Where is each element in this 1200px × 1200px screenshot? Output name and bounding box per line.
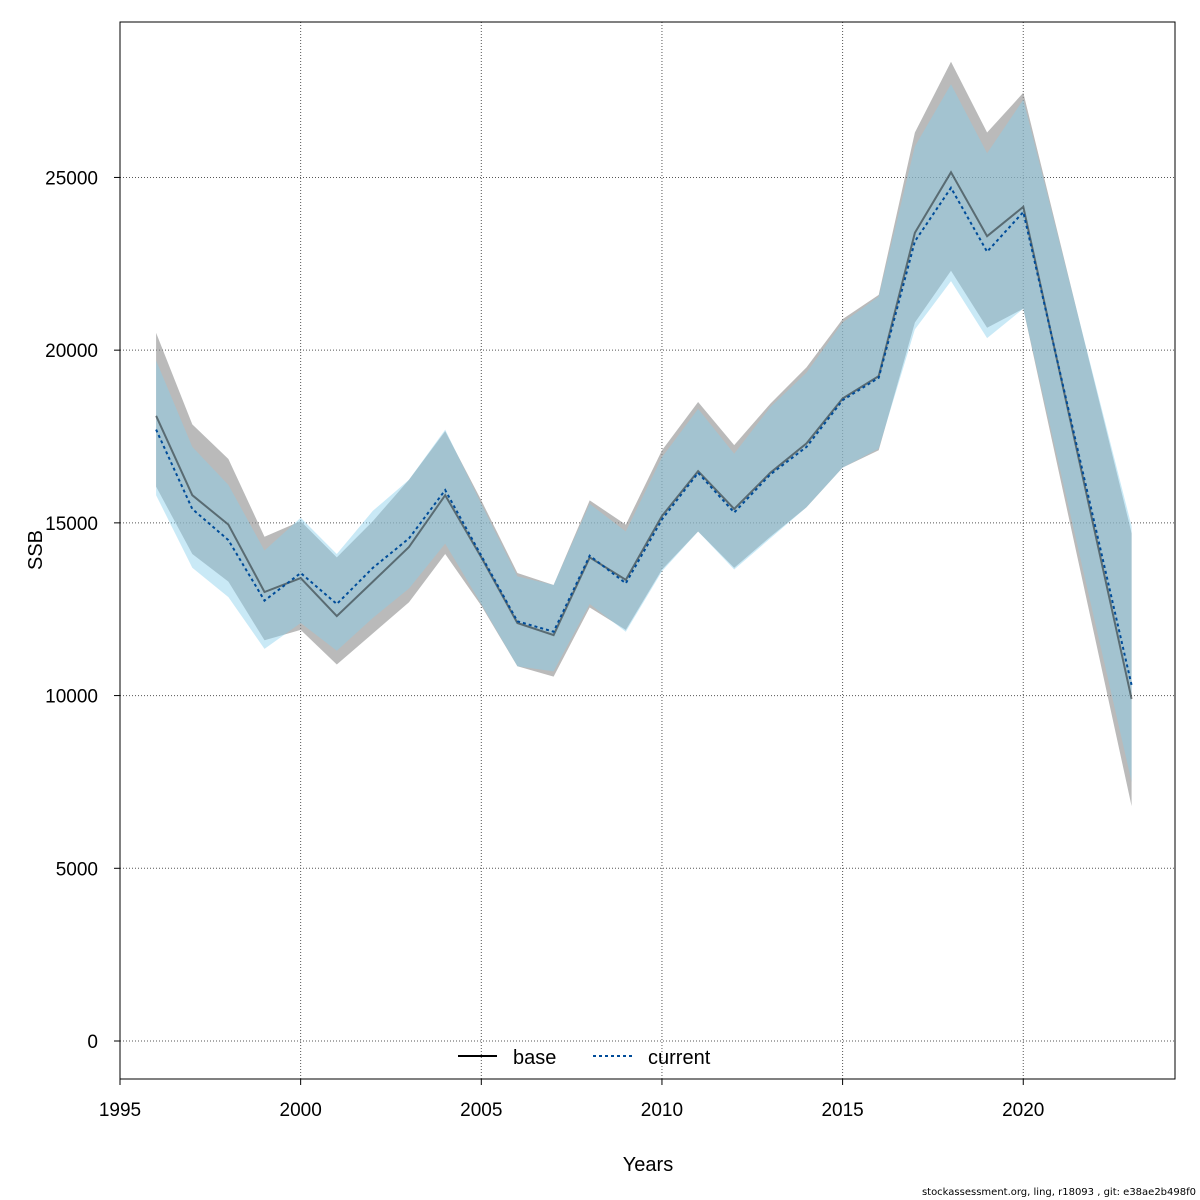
legend-label-base: base	[513, 1047, 556, 1069]
x-tick-label-2000: 2000	[280, 1100, 322, 1121]
y-axis: 0 5000 10000 15000 20000 25000	[45, 168, 120, 1053]
x-tick-label-2005: 2005	[460, 1100, 502, 1121]
plot-frame	[119, 21, 1176, 1080]
y-tick-label-20000: 20000	[45, 341, 98, 362]
y-tick-label-15000: 15000	[45, 514, 98, 535]
x-axis: 1995 2000 2005 2010 2015 2020	[99, 1079, 1044, 1121]
y-tick-label-0: 0	[87, 1032, 98, 1053]
legend-label-current: current	[648, 1047, 711, 1069]
y-tick-label-25000: 25000	[45, 168, 98, 189]
y-axis-title: SSB	[25, 530, 47, 570]
y-tick-label-10000: 10000	[45, 687, 98, 708]
series-lines	[155, 170, 1133, 700]
x-axis-title: Years	[623, 1154, 673, 1176]
series-line-current	[155, 185, 1133, 686]
x-tick-label-2020: 2020	[1002, 1100, 1044, 1121]
x-tick-label-2015: 2015	[821, 1100, 863, 1121]
band-current	[156, 84, 1132, 782]
x-tick-label-2010: 2010	[641, 1100, 683, 1121]
x-tick-label-1995: 1995	[99, 1100, 141, 1121]
footer-credit: stockassessment.org, ling, r18093 , git:…	[921, 1187, 1196, 1198]
y-tick-label-5000: 5000	[56, 859, 98, 880]
confidence-bands	[156, 61, 1132, 807]
legend: base current	[458, 1047, 711, 1069]
